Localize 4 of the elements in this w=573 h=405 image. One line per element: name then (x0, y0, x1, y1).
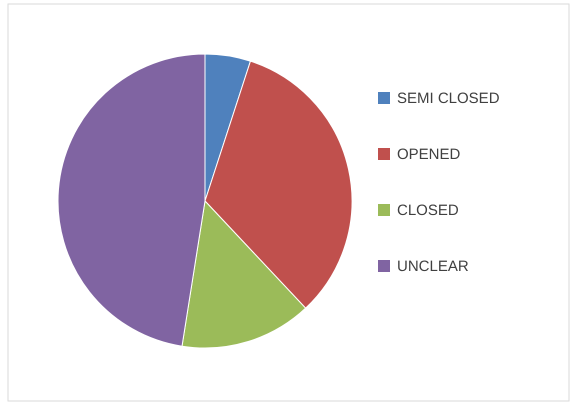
legend-label: CLOSED (397, 202, 459, 219)
legend-label: OPENED (397, 146, 461, 163)
legend-label: SEMI CLOSED (397, 90, 500, 107)
legend-label: UNCLEAR (397, 258, 469, 275)
